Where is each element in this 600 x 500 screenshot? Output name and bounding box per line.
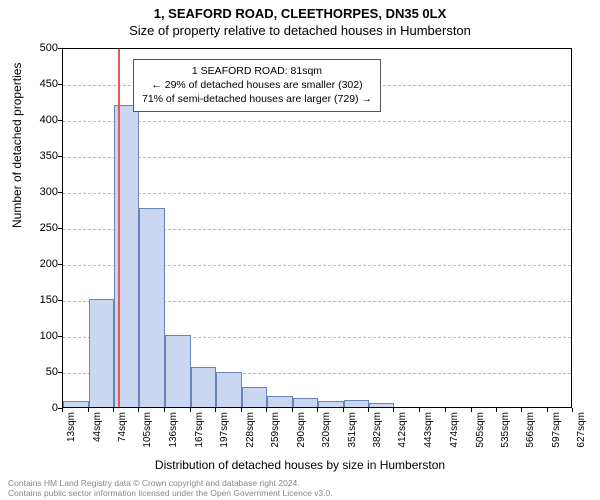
x-tick-mark (547, 408, 548, 412)
histogram-bar (369, 403, 394, 407)
histogram-bar (293, 398, 318, 407)
y-tick-mark (58, 372, 62, 373)
footer-line-1: Contains HM Land Registry data © Crown c… (8, 478, 333, 488)
x-tick-label: 136sqm (168, 412, 179, 448)
y-tick-mark (58, 300, 62, 301)
x-tick-mark (496, 408, 497, 412)
y-tick-label: 450 (18, 78, 58, 90)
x-tick-mark (62, 408, 63, 412)
x-axis-label: Distribution of detached houses by size … (0, 458, 600, 472)
x-tick-label: 443sqm (423, 412, 434, 448)
y-tick-mark (58, 156, 62, 157)
x-tick-label: 474sqm (449, 412, 460, 448)
x-tick-label: 351sqm (347, 412, 358, 448)
y-tick-mark (58, 264, 62, 265)
histogram-bar (191, 367, 216, 407)
y-tick-label: 300 (18, 186, 58, 198)
y-tick-label: 200 (18, 258, 58, 270)
y-tick-label: 500 (18, 42, 58, 54)
x-tick-mark (471, 408, 472, 412)
info-box-line-1: 1 SEAFORD ROAD: 81sqm (142, 64, 372, 78)
x-tick-label: 412sqm (397, 412, 408, 448)
histogram-bar (63, 401, 89, 407)
x-tick-mark (113, 408, 114, 412)
histogram-bar (344, 400, 370, 407)
x-tick-label: 197sqm (219, 412, 230, 448)
y-tick-label: 0 (18, 402, 58, 414)
x-tick-label: 627sqm (576, 412, 587, 448)
x-tick-mark (138, 408, 139, 412)
chart-title-main: 1, SEAFORD ROAD, CLEETHORPES, DN35 0LX (0, 0, 600, 21)
histogram-bar (318, 401, 344, 407)
x-tick-label: 597sqm (551, 412, 562, 448)
x-tick-label: 259sqm (270, 412, 281, 448)
x-tick-mark (317, 408, 318, 412)
y-tick-mark (58, 336, 62, 337)
x-tick-label: 105sqm (142, 412, 153, 448)
x-tick-mark (88, 408, 89, 412)
y-tick-label: 400 (18, 114, 58, 126)
y-tick-label: 100 (18, 330, 58, 342)
y-tick-label: 250 (18, 222, 58, 234)
x-tick-mark (292, 408, 293, 412)
histogram-bar (216, 372, 242, 407)
info-box: 1 SEAFORD ROAD: 81sqm← 29% of detached h… (133, 59, 381, 112)
chart-area: 1 SEAFORD ROAD: 81sqm← 29% of detached h… (62, 48, 572, 428)
x-tick-label: 382sqm (372, 412, 383, 448)
y-tick-label: 50 (18, 366, 58, 378)
info-box-line-2: ← 29% of detached houses are smaller (30… (142, 78, 372, 92)
x-tick-label: 228sqm (245, 412, 256, 448)
x-tick-mark (445, 408, 446, 412)
x-tick-mark (215, 408, 216, 412)
x-tick-label: 535sqm (500, 412, 511, 448)
y-tick-mark (58, 48, 62, 49)
x-tick-label: 13sqm (66, 412, 77, 442)
x-tick-mark (190, 408, 191, 412)
x-tick-mark (164, 408, 165, 412)
x-tick-label: 74sqm (117, 412, 128, 442)
x-tick-label: 290sqm (296, 412, 307, 448)
y-tick-mark (58, 228, 62, 229)
x-tick-mark (419, 408, 420, 412)
footer-attribution: Contains HM Land Registry data © Crown c… (8, 478, 333, 498)
chart-title-sub: Size of property relative to detached ho… (0, 21, 600, 38)
x-tick-mark (393, 408, 394, 412)
x-tick-mark (368, 408, 369, 412)
histogram-bar (165, 335, 191, 407)
x-tick-label: 167sqm (194, 412, 205, 448)
y-tick-label: 350 (18, 150, 58, 162)
plot-area: 1 SEAFORD ROAD: 81sqm← 29% of detached h… (62, 48, 572, 408)
histogram-bar (89, 299, 114, 407)
marker-line (118, 49, 120, 407)
footer-line-2: Contains public sector information licen… (8, 488, 333, 498)
histogram-bar (267, 396, 293, 407)
y-tick-mark (58, 192, 62, 193)
x-tick-mark (572, 408, 573, 412)
x-tick-mark (521, 408, 522, 412)
x-tick-mark (343, 408, 344, 412)
x-tick-label: 505sqm (475, 412, 486, 448)
x-tick-mark (266, 408, 267, 412)
y-tick-label: 150 (18, 294, 58, 306)
histogram-bar (242, 387, 268, 407)
histogram-bar (139, 208, 165, 407)
x-tick-mark (241, 408, 242, 412)
x-tick-label: 566sqm (525, 412, 536, 448)
x-tick-label: 320sqm (321, 412, 332, 448)
x-tick-label: 44sqm (92, 412, 103, 442)
info-box-line-3: 71% of semi-detached houses are larger (… (142, 92, 372, 106)
y-tick-mark (58, 84, 62, 85)
y-tick-mark (58, 120, 62, 121)
